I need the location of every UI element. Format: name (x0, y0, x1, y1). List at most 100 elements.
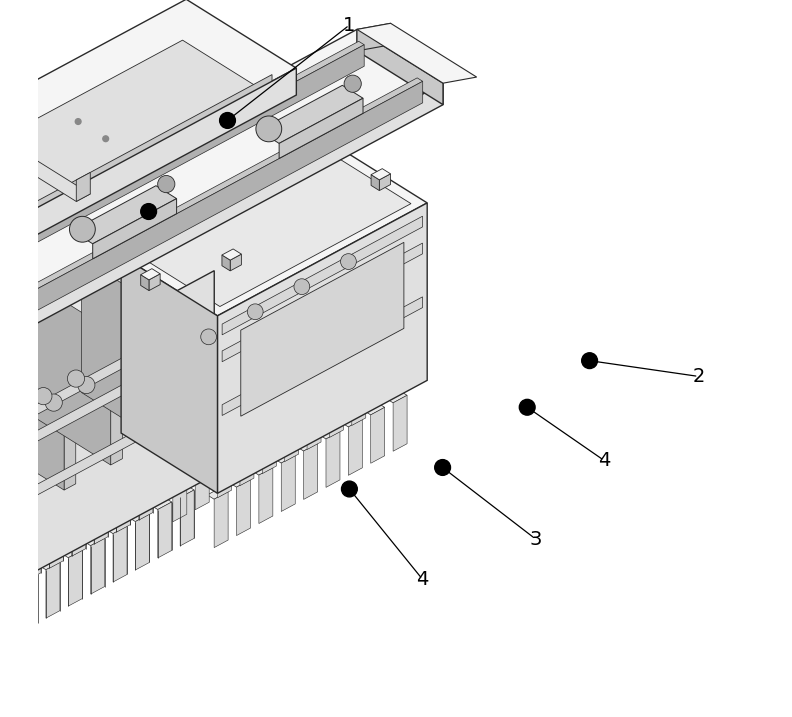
Polygon shape (84, 534, 105, 546)
Polygon shape (222, 249, 242, 260)
Polygon shape (173, 485, 194, 498)
Polygon shape (371, 168, 390, 180)
Polygon shape (322, 377, 344, 389)
Polygon shape (278, 402, 299, 413)
Polygon shape (307, 394, 321, 450)
Polygon shape (49, 513, 63, 569)
Polygon shape (300, 389, 321, 401)
Polygon shape (78, 236, 87, 252)
Polygon shape (230, 475, 250, 487)
Polygon shape (233, 425, 254, 437)
Polygon shape (94, 488, 108, 544)
Circle shape (256, 116, 282, 142)
Polygon shape (1, 350, 10, 366)
Polygon shape (111, 324, 122, 465)
Polygon shape (64, 349, 76, 490)
Polygon shape (132, 460, 153, 472)
Text: 3: 3 (530, 530, 542, 549)
Polygon shape (27, 524, 41, 580)
Circle shape (581, 353, 597, 369)
Polygon shape (352, 369, 366, 425)
Polygon shape (0, 75, 272, 257)
Polygon shape (141, 269, 160, 280)
Polygon shape (109, 472, 131, 484)
Polygon shape (222, 255, 230, 271)
Polygon shape (0, 40, 272, 257)
Circle shape (520, 399, 535, 415)
Polygon shape (195, 454, 209, 510)
Polygon shape (262, 418, 276, 474)
Polygon shape (87, 484, 108, 495)
Polygon shape (5, 270, 215, 588)
Polygon shape (139, 464, 153, 520)
Text: 2: 2 (692, 367, 705, 386)
Polygon shape (0, 44, 364, 295)
Polygon shape (35, 283, 111, 465)
Polygon shape (153, 206, 173, 217)
Polygon shape (0, 308, 64, 490)
Polygon shape (46, 562, 60, 618)
Polygon shape (259, 467, 273, 523)
Circle shape (141, 204, 157, 219)
Circle shape (247, 304, 263, 320)
Polygon shape (0, 0, 296, 244)
Polygon shape (162, 211, 173, 228)
Polygon shape (222, 217, 422, 335)
Polygon shape (87, 235, 98, 252)
Polygon shape (0, 582, 15, 594)
Polygon shape (240, 429, 254, 485)
Polygon shape (284, 406, 299, 462)
Polygon shape (158, 299, 169, 440)
Polygon shape (153, 212, 162, 228)
Circle shape (45, 394, 63, 412)
Polygon shape (72, 186, 177, 244)
Circle shape (35, 387, 52, 404)
Polygon shape (62, 546, 82, 558)
Polygon shape (0, 68, 296, 271)
Polygon shape (106, 522, 127, 533)
Polygon shape (78, 230, 98, 241)
Polygon shape (17, 570, 37, 581)
Polygon shape (43, 508, 63, 520)
Text: 4: 4 (598, 451, 610, 470)
Polygon shape (237, 480, 250, 536)
Polygon shape (345, 365, 366, 377)
Polygon shape (128, 510, 150, 521)
Polygon shape (137, 152, 411, 307)
Polygon shape (310, 130, 322, 148)
Polygon shape (0, 532, 18, 544)
Circle shape (75, 118, 81, 125)
Polygon shape (303, 132, 310, 148)
Polygon shape (326, 432, 340, 488)
Polygon shape (90, 538, 105, 594)
Polygon shape (379, 174, 390, 191)
Polygon shape (1, 344, 21, 355)
Polygon shape (0, 219, 198, 374)
Circle shape (70, 217, 95, 242)
Circle shape (103, 136, 109, 142)
Circle shape (341, 481, 357, 497)
Text: 4: 4 (417, 570, 428, 589)
Polygon shape (357, 24, 390, 51)
Polygon shape (357, 29, 443, 105)
Polygon shape (68, 550, 82, 606)
Polygon shape (20, 520, 41, 532)
Polygon shape (357, 24, 477, 83)
Polygon shape (24, 574, 37, 630)
Polygon shape (82, 258, 158, 440)
Circle shape (294, 279, 310, 295)
Polygon shape (135, 514, 150, 570)
Polygon shape (218, 203, 427, 493)
Polygon shape (0, 83, 443, 343)
Polygon shape (341, 415, 362, 427)
Polygon shape (252, 463, 273, 475)
Polygon shape (188, 450, 209, 461)
Polygon shape (214, 492, 228, 548)
Polygon shape (5, 536, 18, 592)
Circle shape (435, 460, 451, 475)
Polygon shape (0, 78, 423, 310)
Polygon shape (386, 391, 407, 403)
Polygon shape (297, 440, 318, 451)
Polygon shape (241, 242, 404, 416)
Polygon shape (121, 256, 218, 493)
